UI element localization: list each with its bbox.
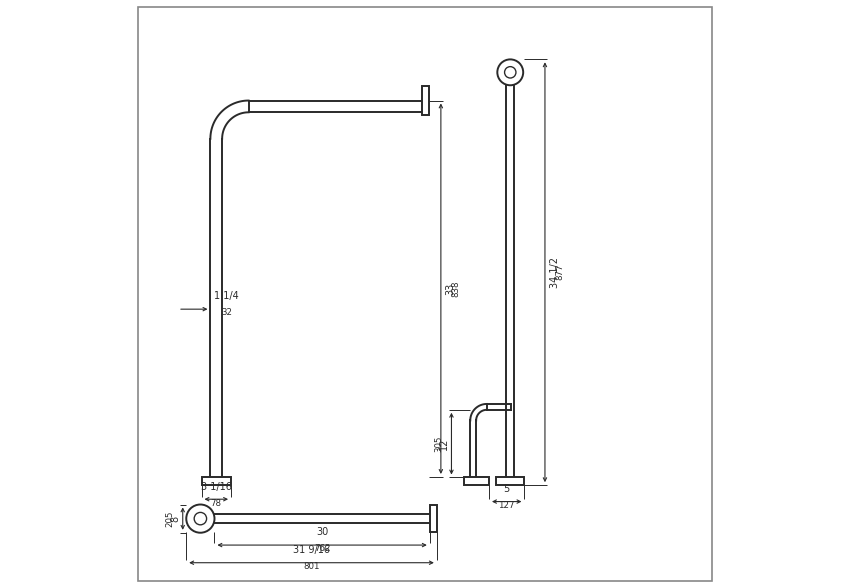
Text: 33: 33 [445,283,456,295]
Text: 762: 762 [314,544,331,553]
Text: 30: 30 [316,527,328,537]
Text: 305: 305 [434,435,443,452]
Text: 877: 877 [556,264,564,280]
Text: 8: 8 [170,516,180,522]
Text: 205: 205 [166,510,174,527]
Bar [201,477,231,485]
Text: 801: 801 [303,562,320,571]
Text: 31 9/16: 31 9/16 [293,545,330,555]
Text: 32: 32 [221,308,232,317]
Text: 838: 838 [451,280,461,297]
Bar [464,477,489,485]
Text: 78: 78 [211,499,222,507]
Text: 5: 5 [503,484,510,494]
Bar [430,505,437,532]
Text: 127: 127 [498,501,515,510]
Text: 1 1/4: 1 1/4 [214,291,239,301]
Bar [422,86,429,115]
Text: 3 1/16: 3 1/16 [201,482,232,492]
Bar [496,477,524,485]
Text: 12: 12 [439,437,449,450]
Text: 34 1/2: 34 1/2 [550,257,559,288]
